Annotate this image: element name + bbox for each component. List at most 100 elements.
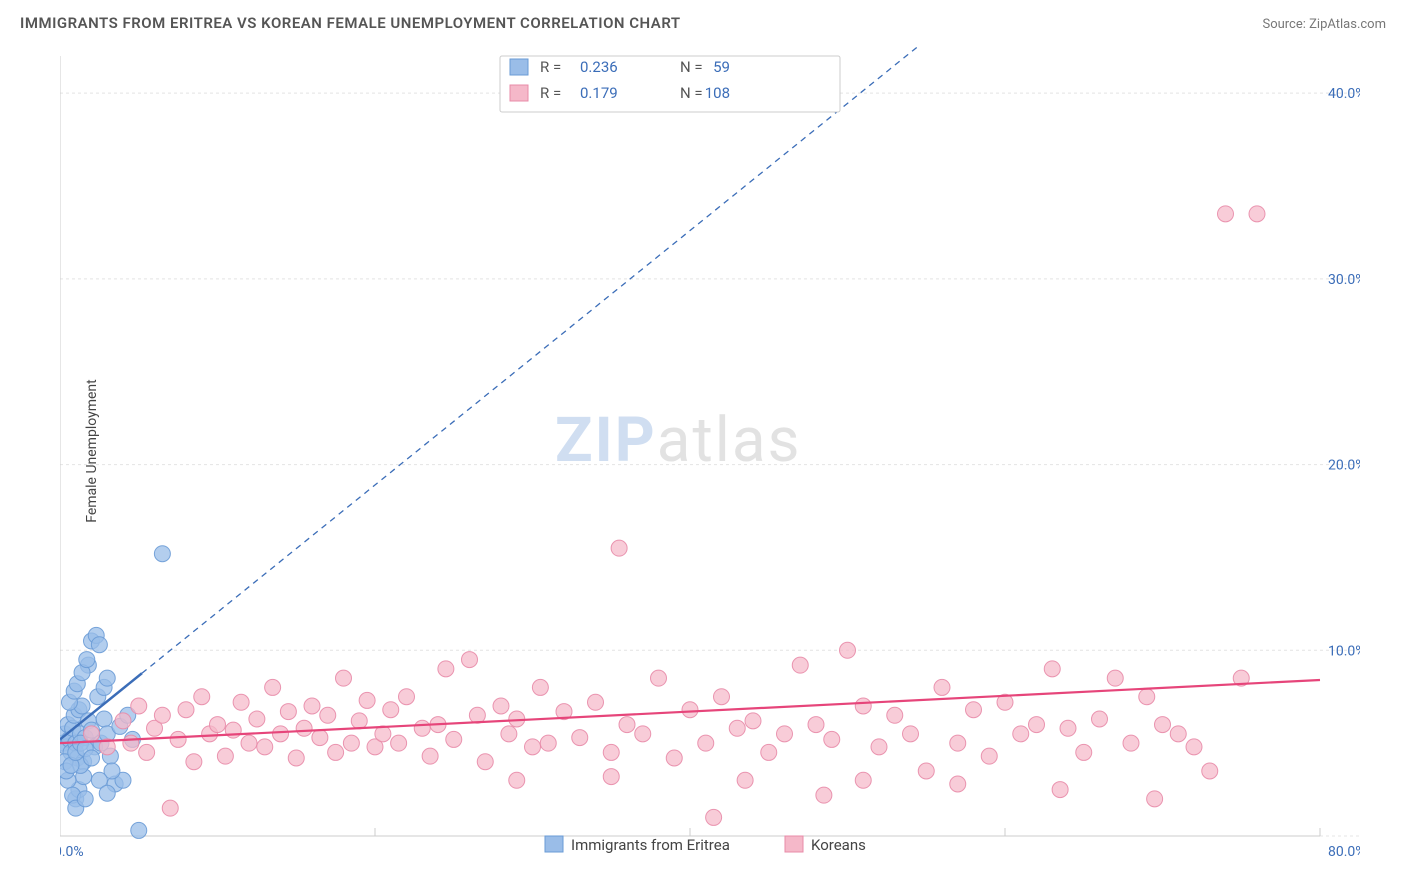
- data-point: [1202, 763, 1218, 779]
- data-point: [619, 717, 635, 733]
- data-point: [162, 800, 178, 816]
- legend-r-value: 0.179: [580, 84, 618, 102]
- data-point: [446, 731, 462, 747]
- data-point: [540, 735, 556, 751]
- trendline-eritrea-dashed: [142, 46, 1320, 673]
- data-point: [84, 726, 100, 742]
- data-point: [233, 694, 249, 710]
- data-point: [249, 711, 265, 727]
- data-point: [950, 735, 966, 751]
- data-point: [336, 670, 352, 686]
- series-eritrea: [60, 546, 170, 839]
- data-point: [1013, 726, 1029, 742]
- data-point: [824, 731, 840, 747]
- data-point: [462, 652, 478, 668]
- data-point: [280, 704, 296, 720]
- data-point: [1060, 720, 1076, 736]
- data-point: [525, 739, 541, 755]
- data-point: [99, 670, 115, 686]
- data-point: [603, 744, 619, 760]
- trendline-koreans: [60, 680, 1320, 743]
- data-point: [170, 731, 186, 747]
- data-point: [611, 540, 627, 556]
- data-point: [351, 713, 367, 729]
- scatter-plot: ZIPatlas10.0%20.0%30.0%40.0%0.0%80.0%R =…: [60, 46, 1360, 856]
- legend-r-label: R =: [540, 84, 561, 102]
- data-point: [265, 679, 281, 695]
- data-point: [241, 735, 257, 751]
- data-point: [745, 713, 761, 729]
- data-point: [139, 744, 155, 760]
- data-point: [1155, 717, 1171, 733]
- data-point: [706, 809, 722, 825]
- data-point: [698, 735, 714, 751]
- legend-n-value: 59: [713, 58, 730, 76]
- data-point: [320, 707, 336, 723]
- data-point: [304, 698, 320, 714]
- source-attribution: Source: ZipAtlas.com: [1262, 17, 1386, 32]
- data-point: [855, 772, 871, 788]
- data-point: [887, 707, 903, 723]
- data-point: [501, 726, 517, 742]
- data-point: [840, 642, 856, 658]
- data-point: [729, 720, 745, 736]
- data-point: [1139, 689, 1155, 705]
- data-point: [603, 769, 619, 785]
- data-point: [273, 726, 289, 742]
- data-point: [91, 637, 107, 653]
- x-tick-label: 80.0%: [1328, 844, 1360, 856]
- data-point: [422, 748, 438, 764]
- data-point: [737, 772, 753, 788]
- bottom-legend-swatch: [785, 836, 803, 852]
- data-point: [509, 772, 525, 788]
- data-point: [966, 702, 982, 718]
- data-point: [210, 717, 226, 733]
- data-point: [1092, 711, 1108, 727]
- data-point: [296, 720, 312, 736]
- data-point: [1147, 791, 1163, 807]
- data-point: [178, 702, 194, 718]
- data-point: [635, 726, 651, 742]
- data-point: [1076, 744, 1092, 760]
- data-point: [666, 750, 682, 766]
- data-point: [808, 717, 824, 733]
- data-point: [186, 754, 202, 770]
- legend-r-value: 0.236: [580, 58, 618, 76]
- data-point: [588, 694, 604, 710]
- data-point: [1052, 782, 1068, 798]
- data-point: [871, 739, 887, 755]
- data-point: [934, 679, 950, 695]
- data-point: [572, 730, 588, 746]
- data-point: [123, 735, 139, 751]
- data-point: [99, 785, 115, 801]
- data-point: [816, 787, 832, 803]
- data-point: [194, 689, 210, 705]
- y-tick-label: 10.0%: [1328, 643, 1360, 659]
- data-point: [391, 735, 407, 751]
- data-point: [1107, 670, 1123, 686]
- data-point: [855, 698, 871, 714]
- data-point: [154, 546, 170, 562]
- data-point: [399, 689, 415, 705]
- data-point: [903, 726, 919, 742]
- data-point: [115, 713, 131, 729]
- legend-swatch: [510, 59, 528, 75]
- data-point: [359, 692, 375, 708]
- data-point: [1123, 735, 1139, 751]
- data-point: [950, 776, 966, 792]
- data-point: [1186, 739, 1202, 755]
- data-point: [131, 822, 147, 838]
- legend-swatch: [510, 85, 528, 101]
- data-point: [328, 744, 344, 760]
- data-point: [981, 748, 997, 764]
- chart-title: IMMIGRANTS FROM ERITREA VS KOREAN FEMALE…: [20, 14, 681, 32]
- data-point: [414, 720, 430, 736]
- bottom-legend-label: Koreans: [811, 836, 866, 854]
- data-point: [1029, 717, 1045, 733]
- chart-container: Female Unemployment ZIPatlas10.0%20.0%30…: [40, 46, 1380, 856]
- data-point: [343, 735, 359, 751]
- data-point: [792, 657, 808, 673]
- data-point: [714, 689, 730, 705]
- legend-n-label: N =: [680, 58, 703, 76]
- watermark: ZIPatlas: [555, 404, 802, 477]
